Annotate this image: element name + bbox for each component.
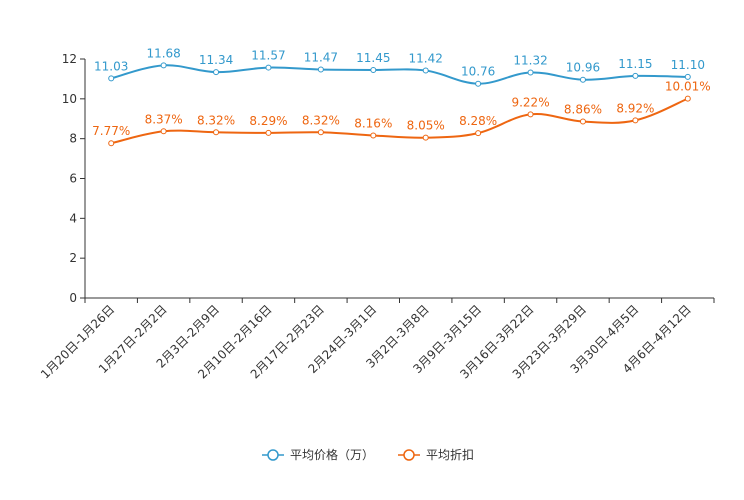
data-point[interactable] [579, 76, 586, 83]
data-label: 11.68 [146, 46, 180, 60]
data-point[interactable] [475, 80, 482, 87]
data-point[interactable] [475, 130, 482, 137]
data-label: 11.10 [671, 58, 705, 72]
legend-item-2[interactable]: 平均折扣 [398, 447, 474, 462]
data-label: 11.15 [618, 57, 652, 71]
legend-item-1[interactable]: 平均价格（万） [262, 447, 374, 462]
data-label: 8.29% [249, 114, 287, 128]
legend-marker [267, 449, 279, 461]
data-point[interactable] [265, 64, 272, 71]
data-point[interactable] [108, 140, 115, 147]
legend[interactable]: 平均价格（万） 平均折扣 [262, 447, 474, 462]
series-lines [108, 62, 691, 147]
data-point[interactable] [317, 66, 324, 73]
data-label: 11.03 [94, 59, 128, 73]
data-point[interactable] [160, 128, 167, 135]
data-point[interactable] [108, 75, 115, 82]
data-point[interactable] [160, 62, 167, 69]
data-point[interactable] [370, 132, 377, 139]
data-label: 8.86% [564, 103, 602, 117]
data-point[interactable] [579, 118, 586, 125]
data-point[interactable] [422, 134, 429, 141]
data-point[interactable] [370, 66, 377, 73]
data-label: 9.22% [511, 95, 549, 109]
data-label: 11.45 [356, 51, 390, 65]
data-label: 8.28% [459, 114, 497, 128]
series-line-2 [110, 97, 689, 145]
data-point[interactable] [684, 73, 691, 80]
series-line-1 [110, 64, 688, 85]
data-point[interactable] [213, 129, 220, 136]
data-label: 8.37% [145, 112, 183, 126]
data-labels: 11.03 11.68 11.34 11.57 11.47 11.45 11.42 10.76… [92, 46, 711, 138]
data-label: 7.77% [92, 124, 130, 138]
y-tick-label: 8 [69, 132, 77, 146]
data-point[interactable] [632, 117, 639, 124]
data-label: 8.32% [302, 113, 340, 127]
data-label: 11.34 [199, 53, 233, 67]
data-point[interactable] [632, 72, 639, 79]
data-label: 10.01% [665, 80, 711, 94]
y-tick-label: 4 [69, 211, 77, 225]
data-label: 11.47 [304, 51, 338, 65]
data-label: 11.57 [251, 49, 285, 63]
legend-marker [403, 449, 415, 461]
data-point[interactable] [317, 129, 324, 136]
data-point[interactable] [684, 95, 691, 102]
legend-label: 平均折扣 [426, 447, 474, 462]
y-tick-label: 12 [62, 52, 77, 66]
data-point[interactable] [422, 67, 429, 74]
data-label: 10.96 [566, 61, 600, 75]
legend-label: 平均价格（万） [290, 447, 374, 462]
data-label: 8.16% [354, 116, 392, 130]
y-tick-label: 2 [69, 251, 77, 265]
data-label: 11.42 [409, 52, 443, 66]
y-tick-label: 10 [62, 92, 77, 106]
data-point[interactable] [213, 69, 220, 76]
axes: 0246810121月20日-1月26日1月27日-2月2日2月3日-2月9日2… [38, 52, 715, 382]
data-point[interactable] [527, 111, 534, 118]
data-point[interactable] [527, 69, 534, 76]
data-label: 10.76 [461, 65, 495, 79]
data-label: 8.05% [407, 119, 445, 133]
data-label: 11.32 [513, 54, 547, 68]
data-point[interactable] [265, 129, 272, 136]
data-label: 8.32% [197, 113, 235, 127]
data-label: 8.92% [616, 101, 654, 115]
y-tick-label: 0 [69, 291, 77, 305]
y-tick-label: 6 [69, 172, 77, 186]
